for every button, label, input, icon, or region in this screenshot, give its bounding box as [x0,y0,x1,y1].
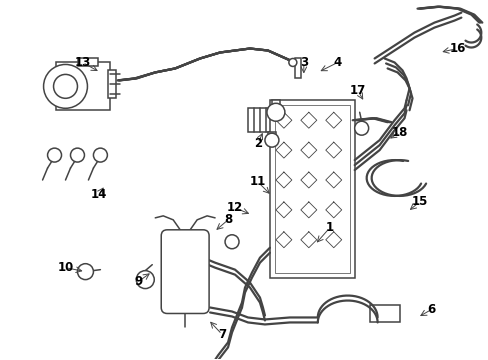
Text: 17: 17 [349,84,365,97]
Text: 18: 18 [390,126,407,139]
Bar [269,100,354,278]
Circle shape [47,148,61,162]
Bar [294,58,300,78]
Text: 14: 14 [90,188,106,202]
Circle shape [224,235,239,249]
Circle shape [354,121,368,135]
Text: 11: 11 [249,175,265,189]
Bar [108,71,116,98]
Circle shape [136,271,154,289]
FancyBboxPatch shape [161,230,209,314]
Text: 10: 10 [57,261,74,274]
Text: 8: 8 [224,213,232,226]
Bar [274,105,349,273]
Circle shape [70,148,84,162]
Text: 16: 16 [448,42,465,55]
Text: 1: 1 [325,221,333,234]
Circle shape [93,148,107,162]
Text: 12: 12 [226,201,243,215]
Text: 13: 13 [74,56,90,69]
Bar [78,58,98,67]
Circle shape [77,264,93,280]
Bar [271,100,279,112]
Text: 6: 6 [427,303,435,316]
Circle shape [266,103,285,121]
Text: 2: 2 [253,137,262,150]
Text: 4: 4 [333,56,341,69]
Bar [56,62,110,110]
Text: 7: 7 [218,328,225,341]
Circle shape [288,58,296,67]
Text: 9: 9 [134,275,142,288]
Bar [267,132,275,142]
Circle shape [43,64,87,108]
Bar [369,305,399,323]
Circle shape [53,75,77,98]
Text: 3: 3 [299,56,307,69]
Text: 15: 15 [410,195,427,208]
Bar [247,108,279,132]
Circle shape [264,133,278,147]
